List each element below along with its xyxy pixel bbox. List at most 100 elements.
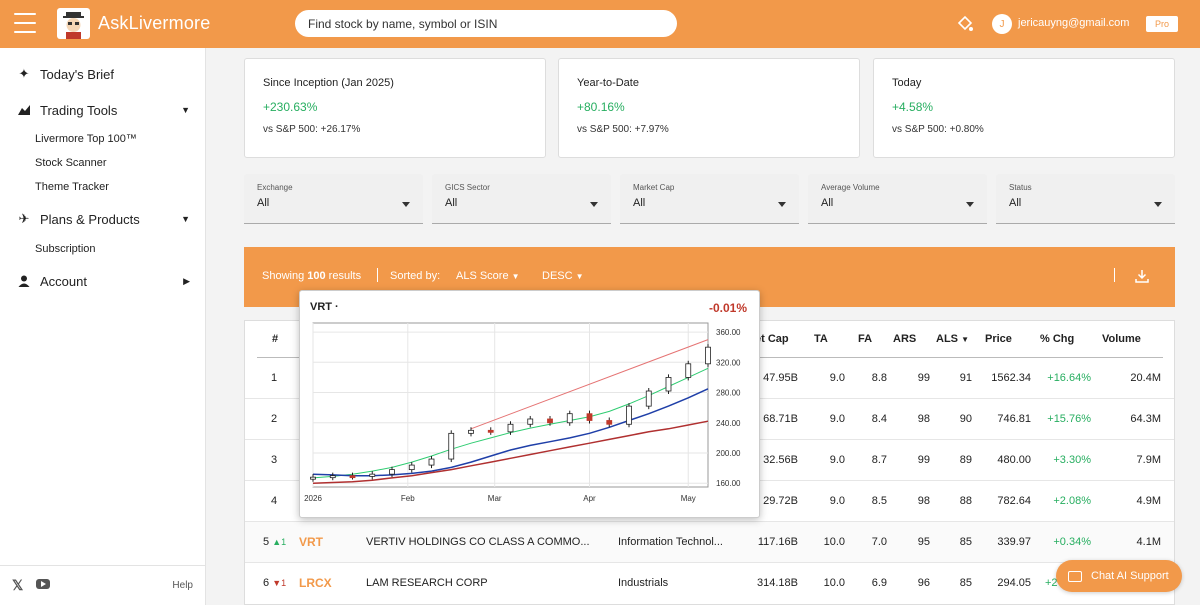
candle-body (586, 413, 593, 421)
table-row[interactable]: 6 ▼1 LRCX LAM RESEARCH CORP Industrials … (245, 563, 1174, 604)
chg-cell: +15.76% (1047, 413, 1091, 425)
candle-body (448, 432, 455, 460)
avatar[interactable]: J (992, 14, 1012, 34)
filter-exchange[interactable]: Exchange All (244, 174, 423, 224)
divider (1114, 268, 1115, 282)
series-line (312, 388, 709, 477)
paint-bucket-icon[interactable] (956, 15, 974, 33)
user-email[interactable]: jericauyng@gmail.com (1018, 17, 1130, 29)
chat-ai-support-button[interactable]: Chat AI Support (1056, 560, 1182, 592)
col-header-ars[interactable]: ARS (893, 333, 917, 345)
sidebar-subitem-theme-tracker[interactable]: Theme Tracker (35, 181, 109, 193)
volume-cell: 7.9M (1136, 454, 1161, 466)
col-header-price[interactable]: Price (985, 333, 1012, 345)
col-header-als[interactable]: ALS ▼ (936, 333, 969, 345)
market-cap-cell: 29.72B (763, 495, 798, 507)
app-title[interactable]: AskLivermore (98, 13, 211, 33)
col-header-fa[interactable]: FA (858, 333, 873, 345)
app-logo[interactable] (57, 8, 90, 39)
rank-up-indicator: ▲1 (272, 537, 287, 547)
sorted-by-label: Sorted by: (390, 270, 441, 282)
perf-card-ytd: Year-to-Date +80.16% vs S&P 500: +7.97% (558, 58, 860, 158)
sidebar-item-account[interactable]: Account ▶ (16, 273, 196, 289)
ta-cell: 10.0 (823, 536, 845, 548)
sidebar-item-trading-tools[interactable]: Trading Tools ▼ (16, 102, 196, 118)
filter-status[interactable]: Status All (996, 174, 1175, 224)
company-name-cell: LAM RESEARCH CORP (366, 577, 488, 589)
market-cap-cell: 47.95B (763, 372, 798, 384)
sidebar-subitem-subscription[interactable]: Subscription (35, 243, 96, 255)
filter-average-volume[interactable]: Average Volume All (808, 174, 987, 224)
symbol-link[interactable]: LRCX (299, 576, 332, 590)
sidebar-item-todays-brief[interactable]: ✦ Today's Brief (16, 66, 196, 82)
chevron-down-icon: ▼ (181, 105, 190, 115)
sort-field-dropdown[interactable]: ALS Score ▼ (456, 270, 520, 282)
y-tick-label: 160.00 (716, 479, 741, 488)
symbol-link[interactable]: VRT (299, 535, 323, 549)
price-cell: 746.81 (997, 413, 1031, 425)
caret-down-icon (590, 202, 598, 207)
sidebar-item-label: Today's Brief (40, 66, 115, 82)
sidebar-footer: 𝕏 Help (0, 565, 205, 605)
ta-cell: 9.0 (829, 372, 845, 384)
filter-label: Market Cap (633, 183, 675, 192)
chevron-down-icon: ▼ (181, 214, 190, 224)
ta-cell: 9.0 (829, 413, 845, 425)
company-name-cell: VERTIV HOLDINGS CO CLASS A COMMO... (366, 536, 590, 548)
ars-cell: 95 (917, 536, 930, 548)
perf-benchmark: vs S&P 500: +26.17% (263, 124, 361, 135)
results-suffix: results (325, 270, 362, 282)
col-header-chg[interactable]: % Chg (1040, 333, 1075, 345)
divider (377, 268, 378, 282)
col-header-ta[interactable]: TA (814, 333, 828, 345)
caret-down-icon (966, 202, 974, 207)
market-cap-cell: 32.56B (763, 454, 798, 466)
sidebar-item-plans-products[interactable]: ✈ Plans & Products ▼ (16, 211, 196, 227)
series-line (312, 420, 709, 484)
sidebar-item-label: Account (40, 273, 87, 289)
col-header-market-cap[interactable]: et Cap (755, 333, 789, 345)
sidebar-subitem-stock-scanner[interactable]: Stock Scanner (35, 157, 107, 169)
table-row[interactable]: 4 29.72B 9.0 8.5 98 88 782.64 +2.08% 4.9… (245, 481, 1174, 522)
x-tick-label: May (681, 494, 696, 503)
perf-label: Year-to-Date (577, 77, 639, 89)
col-header-als-label: ALS (936, 333, 958, 345)
download-icon[interactable] (1135, 269, 1149, 283)
results-count: Showing 100 results (262, 270, 361, 282)
sidebar-item-label: Plans & Products (40, 211, 140, 227)
sidebar-subitem-livermore-top-100[interactable]: Livermore Top 100™ (35, 133, 137, 145)
chg-cell: +2.08% (1053, 495, 1091, 507)
pro-badge: Pro (1146, 16, 1178, 32)
fa-cell: 8.7 (871, 454, 887, 466)
volume-cell: 20.4M (1130, 372, 1161, 384)
chat-label: Chat AI Support (1091, 570, 1169, 582)
plane-icon: ✈ (18, 211, 30, 226)
market-cap-cell: 68.71B (763, 413, 798, 425)
filter-value: All (1009, 197, 1022, 209)
perf-value: +4.58% (892, 100, 934, 114)
filter-market-cap[interactable]: Market Cap All (620, 174, 799, 224)
ars-cell: 96 (917, 577, 930, 589)
sort-order-dropdown[interactable]: DESC ▼ (542, 270, 584, 282)
y-tick-label: 280.00 (716, 389, 741, 398)
sector-cell: Industrials (618, 577, 669, 589)
chg-cell: +2 (1045, 577, 1058, 589)
col-header-volume[interactable]: Volume (1102, 333, 1141, 345)
candle-body (349, 475, 356, 479)
volume-cell: 4.9M (1136, 495, 1161, 507)
help-link[interactable]: Help (172, 580, 193, 591)
filter-gics-sector[interactable]: GICS Sector All (432, 174, 611, 224)
sort-field-value: ALS Score (456, 270, 509, 282)
top-bar: AskLivermore J jericauyng@gmail.com Pro (0, 0, 1200, 48)
table-row[interactable]: 5 ▲1 VRT VERTIV HOLDINGS CO CLASS A COMM… (245, 522, 1174, 563)
sort-order-value: DESC (542, 270, 573, 282)
search-input[interactable] (295, 10, 677, 37)
youtube-icon[interactable] (36, 579, 50, 589)
menu-icon[interactable] (14, 13, 36, 33)
ars-cell: 98 (917, 495, 930, 507)
perf-card-today: Today +4.58% vs S&P 500: +0.80% (873, 58, 1175, 158)
candle-body (369, 473, 376, 477)
x-social-icon[interactable]: 𝕏 (12, 577, 24, 593)
col-header-rank[interactable]: # (272, 333, 279, 345)
candle-body (507, 423, 514, 433)
